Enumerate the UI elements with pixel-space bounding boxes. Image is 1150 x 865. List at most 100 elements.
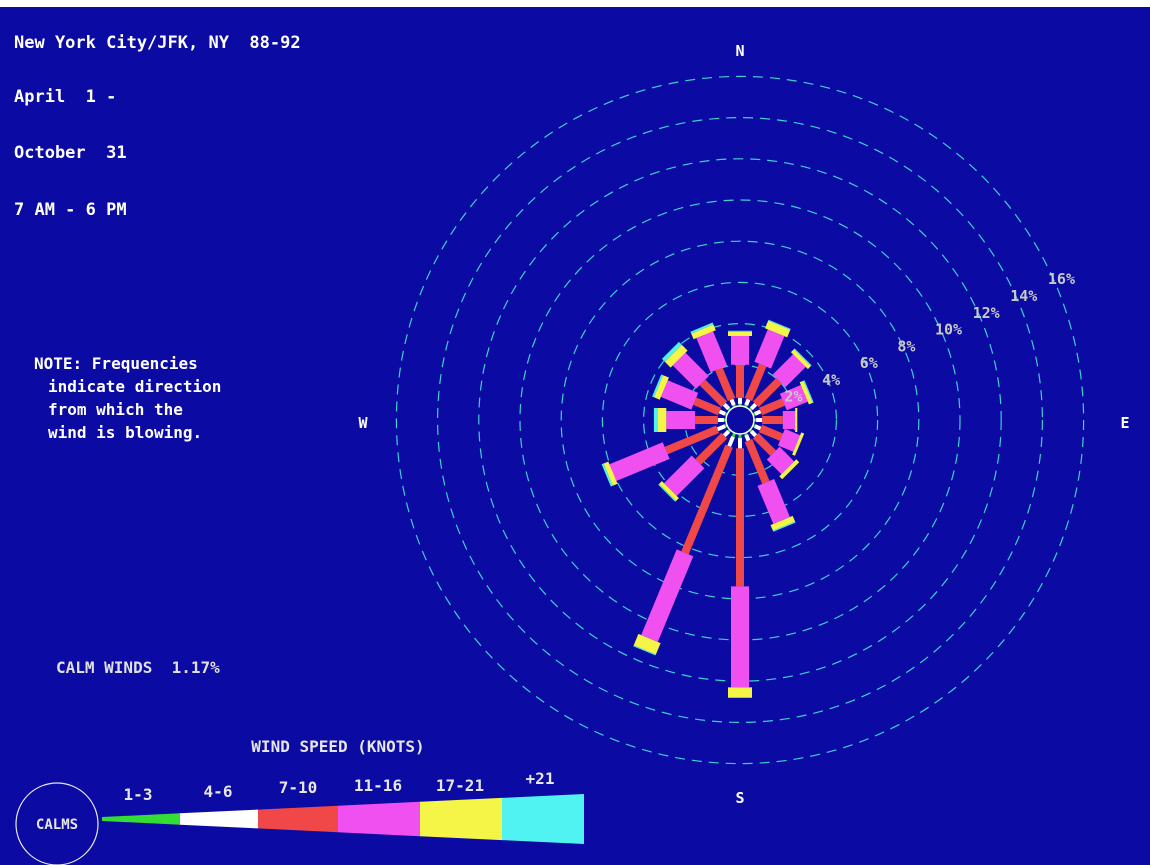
bar-segment-4-6: [738, 397, 742, 404]
bar-segment-+21: [653, 408, 658, 432]
legend-calms-label: CALMS: [36, 817, 78, 833]
bar-segment-7-10: [759, 424, 783, 441]
bar-segment-17-21: [799, 380, 813, 405]
bar-segment-4-6: [754, 424, 762, 431]
bar-segment-4-6: [717, 418, 724, 422]
ring-14%: [437, 117, 1043, 723]
bar-segment-+21: [728, 330, 752, 332]
bar-segment-11-16: [731, 336, 749, 365]
legend-wedge-4-6: [180, 809, 258, 829]
direction-180: [728, 434, 752, 698]
bar-segment-7-10: [744, 439, 770, 484]
bar-segment-+21: [690, 322, 714, 334]
bar-segment-+21: [658, 484, 676, 502]
bar-segment-11-16: [672, 352, 709, 389]
ring-label: 12%: [973, 304, 1000, 322]
bar-segment-17-21: [765, 320, 791, 338]
bar-segment-+21: [633, 645, 656, 656]
legend-wedge-7-10: [258, 805, 338, 833]
legend-class-label: 11-16: [354, 776, 402, 795]
ring-label: 14%: [1010, 287, 1037, 305]
note-line: wind is blowing.: [48, 423, 203, 442]
wind-rose-figure: New York City/JFK, NY 88-92 April 1 - Oc…: [0, 7, 1150, 865]
bar-segment-1-3: [727, 428, 732, 433]
bar-segment-17-21: [770, 515, 796, 531]
bar-segment-4-6: [756, 418, 763, 422]
ring-label: 8%: [897, 337, 915, 355]
bar-segment-7-10: [752, 432, 776, 456]
bar-segment-17-21: [664, 344, 688, 368]
direction-note: NOTE: Frequencies indicate direction fro…: [34, 352, 221, 444]
bar-segment-11-16: [772, 354, 806, 388]
bar-segment-17-21: [659, 481, 679, 501]
legend-title: WIND SPEED (KNOTS): [251, 737, 424, 756]
note-line: NOTE: Frequencies: [34, 354, 198, 373]
direction-225: [658, 428, 732, 502]
bar-segment-11-16: [641, 549, 694, 642]
start-date: April 1 -: [14, 87, 117, 107]
bar-segment-4-6: [722, 402, 731, 411]
legend-wedge-17-21: [420, 797, 502, 841]
direction-292.5: [652, 374, 728, 416]
bar-segment-4-6: [729, 398, 736, 406]
rose-center: [725, 405, 755, 435]
direction-157.5: [744, 432, 796, 532]
ring-labels: 2% 4% 6% 8% 10% 12% 14% 16%: [784, 270, 1075, 405]
bar-segment-+21: [772, 521, 796, 532]
bar-segment-11-16: [696, 331, 728, 373]
calm-winds-value: CALM WINDS 1.17%: [56, 658, 220, 677]
direction-45: [748, 348, 812, 412]
bar-segment-4-6: [727, 436, 735, 447]
bar-segment-11-16: [609, 442, 670, 481]
compass-labels: N S E W: [358, 42, 1129, 807]
bar-segment-7-10: [762, 416, 783, 424]
bar-segment-17-21: [792, 432, 805, 456]
bar-segment-4-6: [718, 409, 726, 416]
direction-202.5: [633, 432, 736, 656]
direction-90: [754, 408, 798, 432]
bar-segment-7-10: [715, 367, 736, 401]
legend-wedge-+21: [502, 794, 584, 844]
bar-segment-7-10: [664, 425, 720, 455]
compass-north-label: N: [735, 42, 744, 60]
ring-6%: [601, 281, 879, 559]
direction-0: [728, 330, 752, 406]
legend-class-label: +21: [526, 769, 555, 788]
bar-segment-11-16: [779, 385, 808, 411]
legend-class-label: 1-3: [124, 785, 153, 804]
bar-segment-+21: [803, 380, 814, 403]
ring-16%: [395, 75, 1085, 765]
bar-segment-4-6: [749, 402, 758, 411]
bar-segment-17-21: [795, 408, 798, 432]
direction-112.5: [752, 424, 805, 456]
bar-segment-4-6: [716, 424, 726, 432]
compass-east-label: E: [1120, 414, 1129, 432]
legend-wedge-11-16: [338, 801, 420, 837]
bar-segment-11-16: [782, 411, 796, 429]
direction-bars: [601, 319, 814, 698]
direction-315: [661, 341, 732, 412]
ring-label: 4%: [822, 371, 840, 389]
compass-west-label: W: [358, 414, 368, 432]
bar-segment-11-16: [666, 411, 696, 429]
ring-label: 16%: [1048, 270, 1075, 288]
legend-class-label: 7-10: [279, 778, 318, 797]
bar-segment-17-21: [654, 375, 669, 400]
bar-segment-4-6: [744, 434, 751, 442]
direction-270: [653, 408, 726, 432]
bar-segment-7-10: [695, 416, 718, 424]
bar-segment-7-10: [752, 378, 782, 408]
bar-segment-7-10: [699, 379, 728, 408]
note-line: indicate direction: [48, 377, 222, 396]
bar-segment-11-16: [754, 329, 785, 369]
end-date: October 31: [14, 143, 127, 163]
bar-segment-+21: [768, 319, 791, 330]
ring-label: 2%: [784, 388, 802, 406]
bar-segment-+21: [601, 463, 613, 487]
calm-center-circle: [725, 405, 755, 435]
bar-segment-17-21: [633, 633, 661, 655]
note-line: from which the: [48, 400, 183, 419]
bar-segment-11-16: [757, 479, 790, 524]
bar-segment-11-16: [664, 455, 705, 496]
compass-south-label: S: [735, 789, 744, 807]
